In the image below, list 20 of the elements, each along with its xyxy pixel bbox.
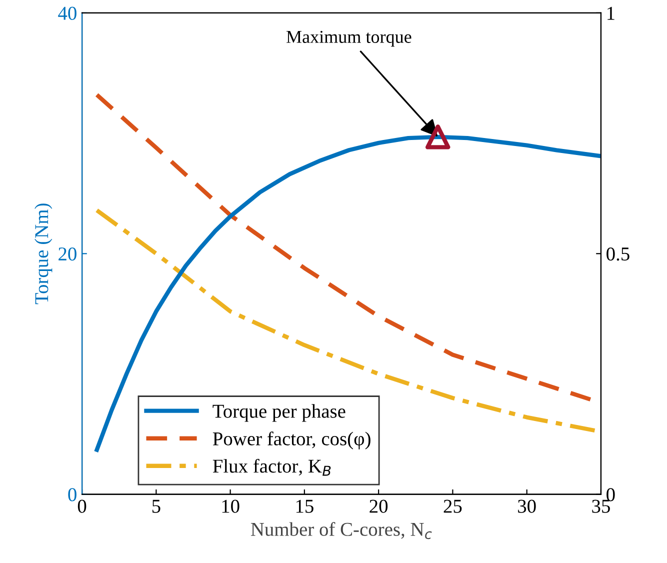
annotation: Maximum torque [286,30,412,47]
x-tick-label: 15 [296,500,314,513]
y2-tick-label: 0 [606,488,615,502]
legend-label: Power factor, cos(φ) [212,432,370,450]
x-tick-label: 10 [222,500,240,513]
x-tick-label: 30 [518,500,536,513]
y-tick-label: 40 [58,6,76,20]
x-tick-label: 5 [152,500,160,513]
y-axis-title: Torque (Nm) [34,204,52,304]
x-axis-title: Number of C-cores, N$_{c}$ [250,522,432,540]
x-tick-label: 20 [370,500,388,513]
y2-tick-label: 1 [608,6,614,20]
y-tick-label: 0 [68,488,76,502]
x-tick-label: 0 [78,500,86,513]
y2-tick-label: 0.5 [606,247,630,261]
y-tick-label: 20 [58,247,76,261]
x-tick-label: 25 [444,500,462,513]
legend-label: Flux factor, K$_{B}$ [212,458,331,476]
legend-label: Torque per phase [212,404,346,422]
x-tick-label: 35 [592,500,610,513]
